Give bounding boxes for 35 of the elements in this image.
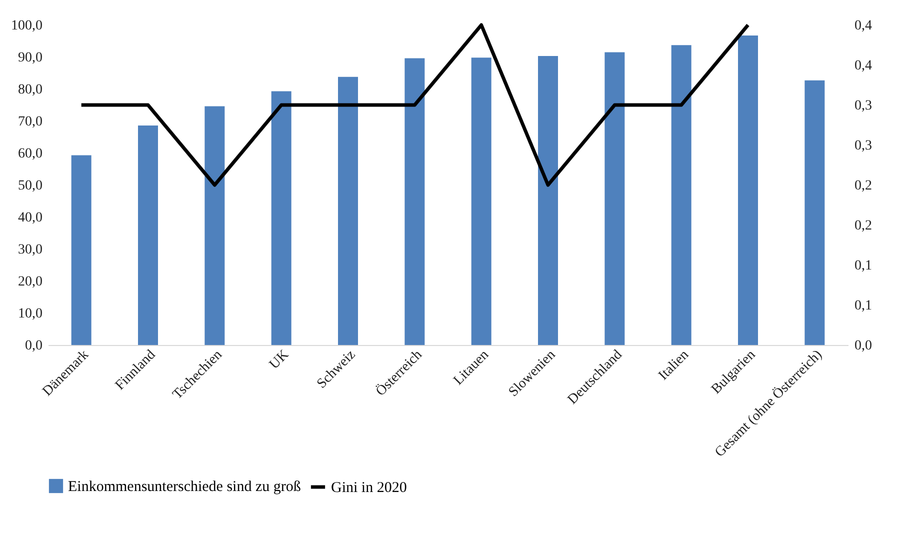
y2-tick-label: 0,2 (854, 178, 872, 194)
y2-tick-label: 0,3 (854, 138, 872, 154)
y-tick-label: 0,0 (25, 338, 42, 354)
bar (538, 56, 558, 345)
y-tick-label: 80,0 (18, 82, 42, 98)
bar (738, 36, 758, 345)
y2-tick-label: 0,1 (854, 258, 872, 274)
y-tick-label: 50,0 (18, 178, 42, 194)
y-tick-label: 60,0 (18, 146, 42, 162)
legend-label: Einkommensunterschiede sind zu groß (68, 479, 301, 495)
bar (271, 91, 292, 345)
y-tick-label: 10,0 (18, 306, 42, 322)
legend-label: Gini in 2020 (331, 480, 407, 496)
bar (71, 155, 92, 345)
y2-tick-label: 0,0 (854, 338, 872, 354)
bar (404, 58, 425, 345)
y-tick-label: 30,0 (18, 242, 42, 258)
y-tick-label: 20,0 (18, 274, 42, 290)
bar (671, 45, 692, 345)
x-tick-label: UK (267, 348, 292, 372)
y-tick-label: 100,0 (11, 18, 42, 34)
y2-tick-label: 0,4 (854, 58, 872, 74)
bar (471, 58, 492, 345)
y2-tick-label: 0,1 (854, 298, 872, 314)
bar (604, 52, 625, 345)
y-tick-label: 90,0 (18, 50, 42, 66)
y2-tick-label: 0,4 (854, 18, 872, 34)
bar (338, 76, 358, 345)
bar (138, 125, 158, 345)
y-tick-label: 70,0 (18, 114, 42, 130)
y-tick-label: 40,0 (18, 210, 42, 226)
y2-tick-label: 0,2 (854, 218, 872, 234)
bar (804, 80, 825, 345)
bar (204, 106, 225, 345)
y2-tick-label: 0,3 (854, 98, 872, 114)
